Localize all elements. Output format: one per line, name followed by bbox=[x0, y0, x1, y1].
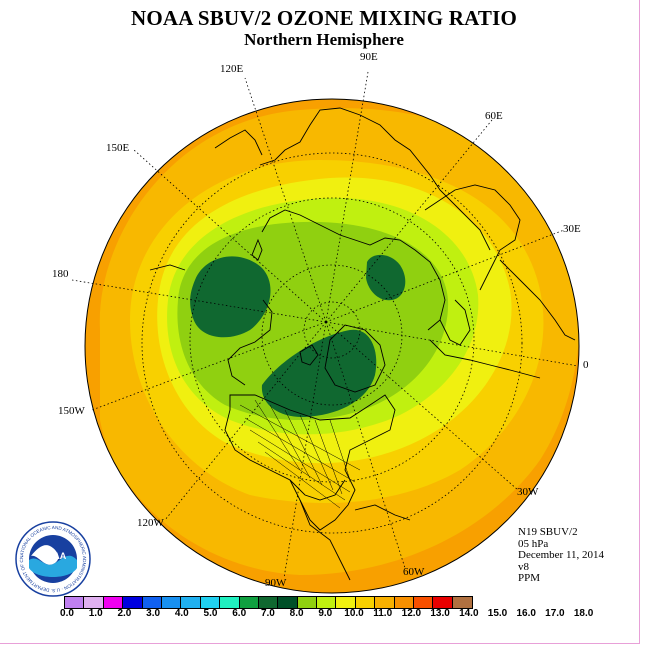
colorbar-swatch bbox=[355, 597, 376, 608]
colorbar-swatch bbox=[297, 597, 318, 608]
colorbar-tick-label: 17.0 bbox=[545, 608, 565, 619]
us-state-grid bbox=[239, 399, 361, 509]
noaa-logo: NATIONAL OCEANIC AND ATMOSPHERIC ADMINIS… bbox=[12, 516, 92, 603]
lon-label-90e: 90E bbox=[360, 51, 378, 63]
colorbar-swatch bbox=[375, 597, 395, 608]
lon-label-90w: 90W bbox=[265, 577, 287, 589]
colorbar-tick-label: 14.0 bbox=[459, 608, 479, 619]
lon-label-30w: 30W bbox=[517, 486, 539, 498]
colorbar-swatch bbox=[414, 597, 434, 608]
colorbar-tick-label: 3.0 bbox=[146, 608, 161, 619]
field-darkgreen-greenland bbox=[261, 329, 377, 418]
colorbar-swatch bbox=[239, 597, 259, 608]
info-units: PPM bbox=[518, 572, 541, 584]
colorbar-labels: 0.0 1.0 2.0 3.0 4.0 5.0 6.0 7.0 8.0 9.0 10.0 11.0 12… bbox=[0, 608, 648, 622]
colorbar-tick-label: 1.0 bbox=[88, 608, 103, 619]
field-darkgreen-siberia bbox=[366, 254, 406, 301]
colorbar-swatch bbox=[142, 597, 162, 608]
colorbar-tick-label: 18.0 bbox=[573, 608, 594, 619]
colorbar-tick-label: 5.0 bbox=[203, 608, 218, 619]
graticule bbox=[71, 71, 579, 579]
colorbar-tick-label: 15.0 bbox=[487, 608, 508, 619]
colorbar-tick-label: 9.0 bbox=[318, 608, 333, 619]
colorbar-tick-label: 6.0 bbox=[232, 608, 247, 619]
colorbar-swatch bbox=[433, 597, 453, 608]
colorbar-tick-label: 16.0 bbox=[516, 608, 536, 619]
colorbar-swatch bbox=[336, 597, 356, 608]
colorbar-tick-label: 2.0 bbox=[117, 608, 132, 619]
lon-label-0: 0 bbox=[583, 359, 589, 371]
colorbar-swatch bbox=[452, 597, 473, 608]
colorbar-swatch bbox=[200, 597, 221, 608]
colorbar-tick-label: 8.0 bbox=[289, 608, 304, 619]
colorbar-swatch bbox=[394, 597, 415, 608]
lon-label-150e: 150E bbox=[106, 142, 130, 154]
colorbar-swatch bbox=[65, 597, 85, 608]
lon-label-120e: 120E bbox=[220, 63, 244, 75]
info-version: v8 bbox=[518, 560, 529, 573]
info-block: N19 SBUV/2 05 hPa December 11, 2014 v8 P… bbox=[518, 526, 605, 585]
colorbar-tick-label: 10.0 bbox=[344, 608, 364, 619]
colorbar-swatch bbox=[84, 597, 104, 608]
colorbar-swatch bbox=[181, 597, 201, 608]
page-subtitle: Northern Hemisphere bbox=[244, 30, 404, 49]
logo-text: NOAA bbox=[40, 551, 67, 561]
info-satellite: N19 SBUV/2 bbox=[518, 526, 578, 538]
lon-label-60e: 60E bbox=[485, 110, 503, 122]
colorbar-swatch bbox=[103, 597, 124, 608]
lon-label-30e: 30E bbox=[563, 223, 581, 235]
map-outline bbox=[84, 98, 580, 594]
colorbar-swatch bbox=[278, 597, 298, 608]
colorbar-tick-label: 0.0 bbox=[60, 608, 74, 619]
colorbar-tick-label: 7.0 bbox=[260, 608, 275, 619]
lon-label-60w: 60W bbox=[403, 566, 425, 578]
colorbar-swatch bbox=[258, 597, 279, 608]
lon-label-150w: 150W bbox=[58, 405, 85, 417]
info-level: 05 hPa bbox=[518, 537, 549, 550]
colorbar-tick-label: 12.0 bbox=[401, 608, 422, 619]
colorbar bbox=[64, 596, 474, 609]
colorbar-tick-label: 4.0 bbox=[174, 608, 189, 619]
colorbar-tick-label: 11.0 bbox=[373, 608, 393, 619]
lon-label-120w: 120W bbox=[137, 517, 164, 529]
colorbar-swatch bbox=[220, 597, 240, 608]
colorbar-swatch bbox=[161, 597, 182, 608]
lon-label-180: 180 bbox=[52, 268, 69, 280]
colorbar-swatch bbox=[317, 597, 337, 608]
page-title: NOAA SBUV/2 OZONE MIXING RATIO bbox=[131, 6, 517, 30]
field-darkgreen-pacific bbox=[190, 256, 271, 338]
info-date: December 11, 2014 bbox=[518, 549, 605, 561]
polar-map bbox=[71, 71, 580, 594]
coastlines bbox=[149, 107, 576, 581]
colorbar-swatch bbox=[123, 597, 143, 608]
colorbar-tick-label: 13.0 bbox=[430, 608, 450, 619]
